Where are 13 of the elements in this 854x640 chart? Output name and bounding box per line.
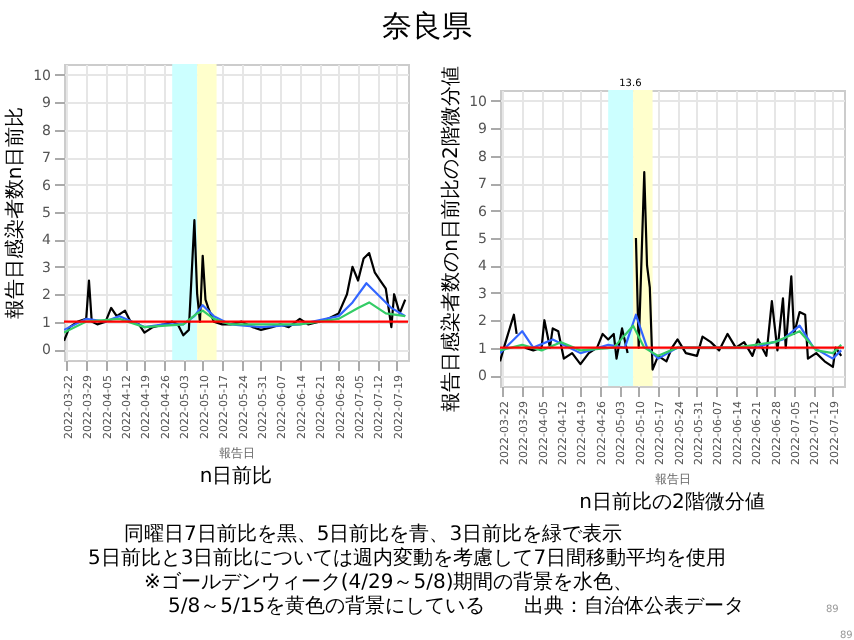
source-note: 出典：自治体公表データ — [524, 596, 744, 620]
line-series — [64, 282, 407, 331]
text: n日前比の2階微分値 — [579, 489, 765, 514]
y-axis-title: 報告日感染者数n日前比 — [3, 106, 28, 320]
text: n日前比 — [199, 463, 273, 488]
text: 奈良県 — [380, 6, 474, 48]
text: ※ゴールデンウィーク(4/29～5/8)期間の背景を水色、 — [144, 572, 634, 595]
text: 5/8～5/15を黄色の背景にしている — [168, 596, 486, 620]
text: 5日前比と3日前比については週内変動を考慮して7日間移動平均を使用 — [88, 548, 727, 571]
line-series — [64, 301, 407, 334]
line-series — [64, 219, 407, 342]
text: 同曜日7日前比を黒、5日前比を青、3日前比を緑で表示 — [124, 524, 623, 547]
y-axis-title: 報告日感染者数のn日前比の2階微分値 — [439, 66, 464, 412]
